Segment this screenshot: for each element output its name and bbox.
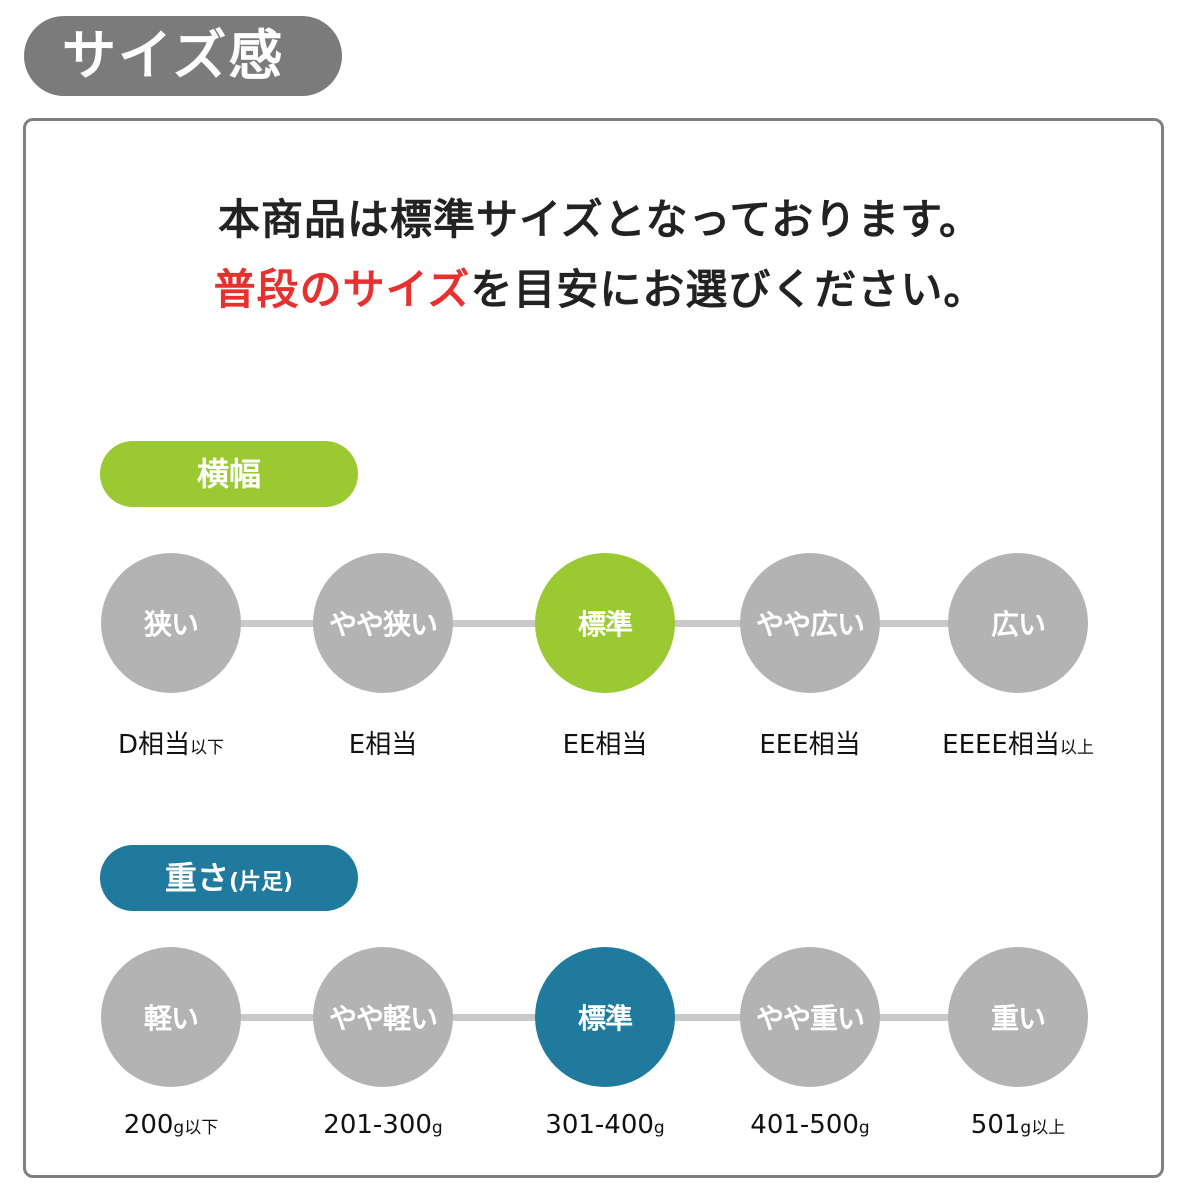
weight-title-text: 重さ (164, 859, 229, 897)
lead-line-2: 普段のサイズを目安にお選びください。 (0, 256, 1200, 317)
scale-value: E相当 (273, 724, 493, 761)
unit-text: g (173, 1118, 185, 1138)
scale-circle: やや軽い (313, 947, 453, 1087)
value-text: 501 (970, 1110, 1021, 1140)
section-title: サイズ感 (24, 16, 342, 96)
scale-circle: 軽い (101, 947, 241, 1087)
lead-highlight: 普段のサイズ (213, 265, 471, 314)
scale-value: EEEE相当以上 (908, 724, 1128, 761)
scale-circle: 標準 (535, 553, 675, 693)
weight-scale-title: 重さ(片足) (100, 845, 358, 911)
value-text: 401-500 (750, 1110, 859, 1140)
unit-text: g (858, 1118, 870, 1138)
content-frame (23, 118, 1164, 1178)
scale-value: 501g以上 (908, 1110, 1128, 1140)
unit-text: g (1020, 1118, 1032, 1138)
suffix-text: 以上 (1031, 1118, 1066, 1138)
width-scale-title: 横幅 (100, 441, 358, 507)
scale-circle: やや重い (740, 947, 880, 1087)
scale-value: 201-300g (273, 1110, 493, 1140)
value-text: 200 (123, 1110, 174, 1140)
scale-circle: 広い (948, 553, 1088, 693)
value-text: E相当 (348, 730, 418, 760)
value-text: EEEE相当 (942, 730, 1060, 760)
suffix-text: 以下 (184, 1118, 219, 1138)
value-text: 301-400 (545, 1110, 654, 1140)
suffix-text: 以上 (1059, 738, 1094, 758)
scale-value: 401-500g (700, 1110, 920, 1140)
weight-title-note: (片足) (228, 870, 294, 895)
scale-value: EE相当 (495, 724, 715, 761)
suffix-text: 以下 (190, 738, 225, 758)
lead-rest: を目安にお選びください。 (470, 265, 987, 314)
scale-value: 301-400g (495, 1110, 715, 1140)
scale-value: EEE相当 (700, 724, 920, 761)
lead-line-1: 本商品は標準サイズとなっております。 (218, 195, 982, 244)
value-text: EE相当 (562, 730, 648, 760)
scale-circle: やや狭い (313, 553, 453, 693)
scale-value: D相当以下 (61, 724, 281, 761)
value-text: 201-300 (323, 1110, 432, 1140)
value-text: D相当 (117, 730, 191, 760)
value-text: EEE相当 (759, 730, 861, 760)
scale-value: 200g以下 (61, 1110, 281, 1140)
scale-circle: 標準 (535, 947, 675, 1087)
scale-circle: やや広い (740, 553, 880, 693)
scale-circle: 重い (948, 947, 1088, 1087)
unit-text: g (431, 1118, 443, 1138)
scale-circle: 狭い (101, 553, 241, 693)
unit-text: g (653, 1118, 665, 1138)
